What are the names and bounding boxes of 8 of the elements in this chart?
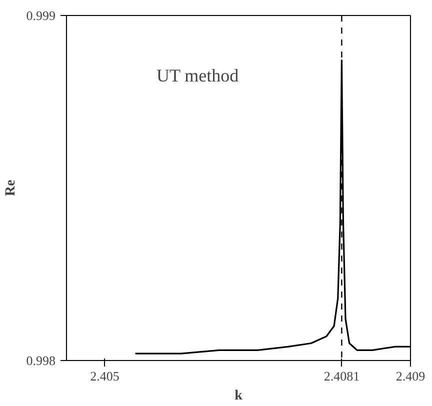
y-tick-label: 0.999 — [26, 8, 56, 23]
x-tick-label: 2.4081 — [324, 368, 360, 384]
x-tick-label: 2.405 — [90, 368, 120, 384]
y-tick-label: 0.998 — [26, 353, 56, 368]
x-axis-title: k — [234, 388, 243, 404]
x-tick-label: 2.409 — [396, 368, 426, 384]
annotation: UT method — [156, 66, 239, 86]
y-axis-title: Re — [3, 180, 18, 196]
